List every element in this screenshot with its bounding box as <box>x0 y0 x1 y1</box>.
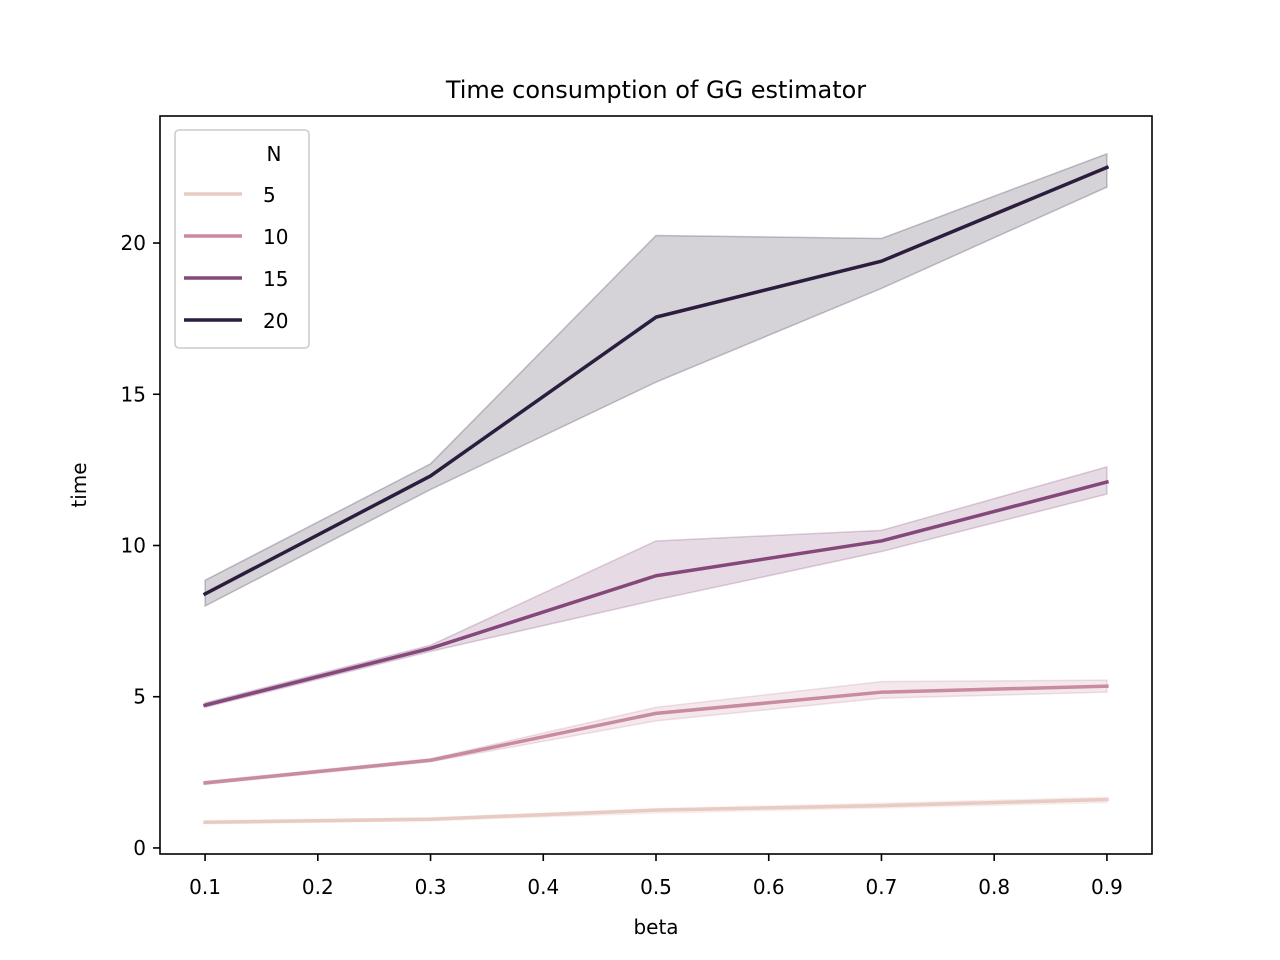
x-axis: 0.1 0.2 0.3 0.4 0.5 0.6 0.7 0.8 0.9 <box>189 854 1123 899</box>
x-tick-label: 0.1 <box>189 875 221 899</box>
y-tick-label: 15 <box>121 382 146 406</box>
x-tick-label: 0.3 <box>415 875 447 899</box>
x-axis-label: beta <box>633 915 678 939</box>
legend-label-n15: 15 <box>263 267 288 291</box>
y-tick-label: 5 <box>133 685 146 709</box>
ci-band-n20 <box>204 152 1108 608</box>
y-tick-label: 0 <box>133 836 146 860</box>
x-tick-label: 0.9 <box>1091 875 1123 899</box>
x-tick-label: 0.4 <box>527 875 559 899</box>
x-tick-label: 0.2 <box>302 875 334 899</box>
y-axis: 0 5 10 15 20 <box>121 231 160 860</box>
series-lines <box>202 165 1110 825</box>
legend: N 5 10 15 20 <box>174 129 310 349</box>
legend-label-n20: 20 <box>263 309 288 333</box>
x-tick-label: 0.5 <box>640 875 672 899</box>
legend-title: N <box>267 142 282 166</box>
x-tick-label: 0.7 <box>866 875 898 899</box>
x-tick-label: 0.6 <box>753 875 785 899</box>
legend-box <box>174 129 310 349</box>
y-tick-label: 20 <box>121 231 146 255</box>
y-axis-label: time <box>67 462 91 507</box>
chart-title: Time consumption of GG estimator <box>445 76 866 104</box>
x-tick-label: 0.8 <box>978 875 1010 899</box>
legend-label-n5: 5 <box>263 183 276 207</box>
y-tick-label: 10 <box>121 533 146 557</box>
legend-label-n10: 10 <box>263 225 288 249</box>
